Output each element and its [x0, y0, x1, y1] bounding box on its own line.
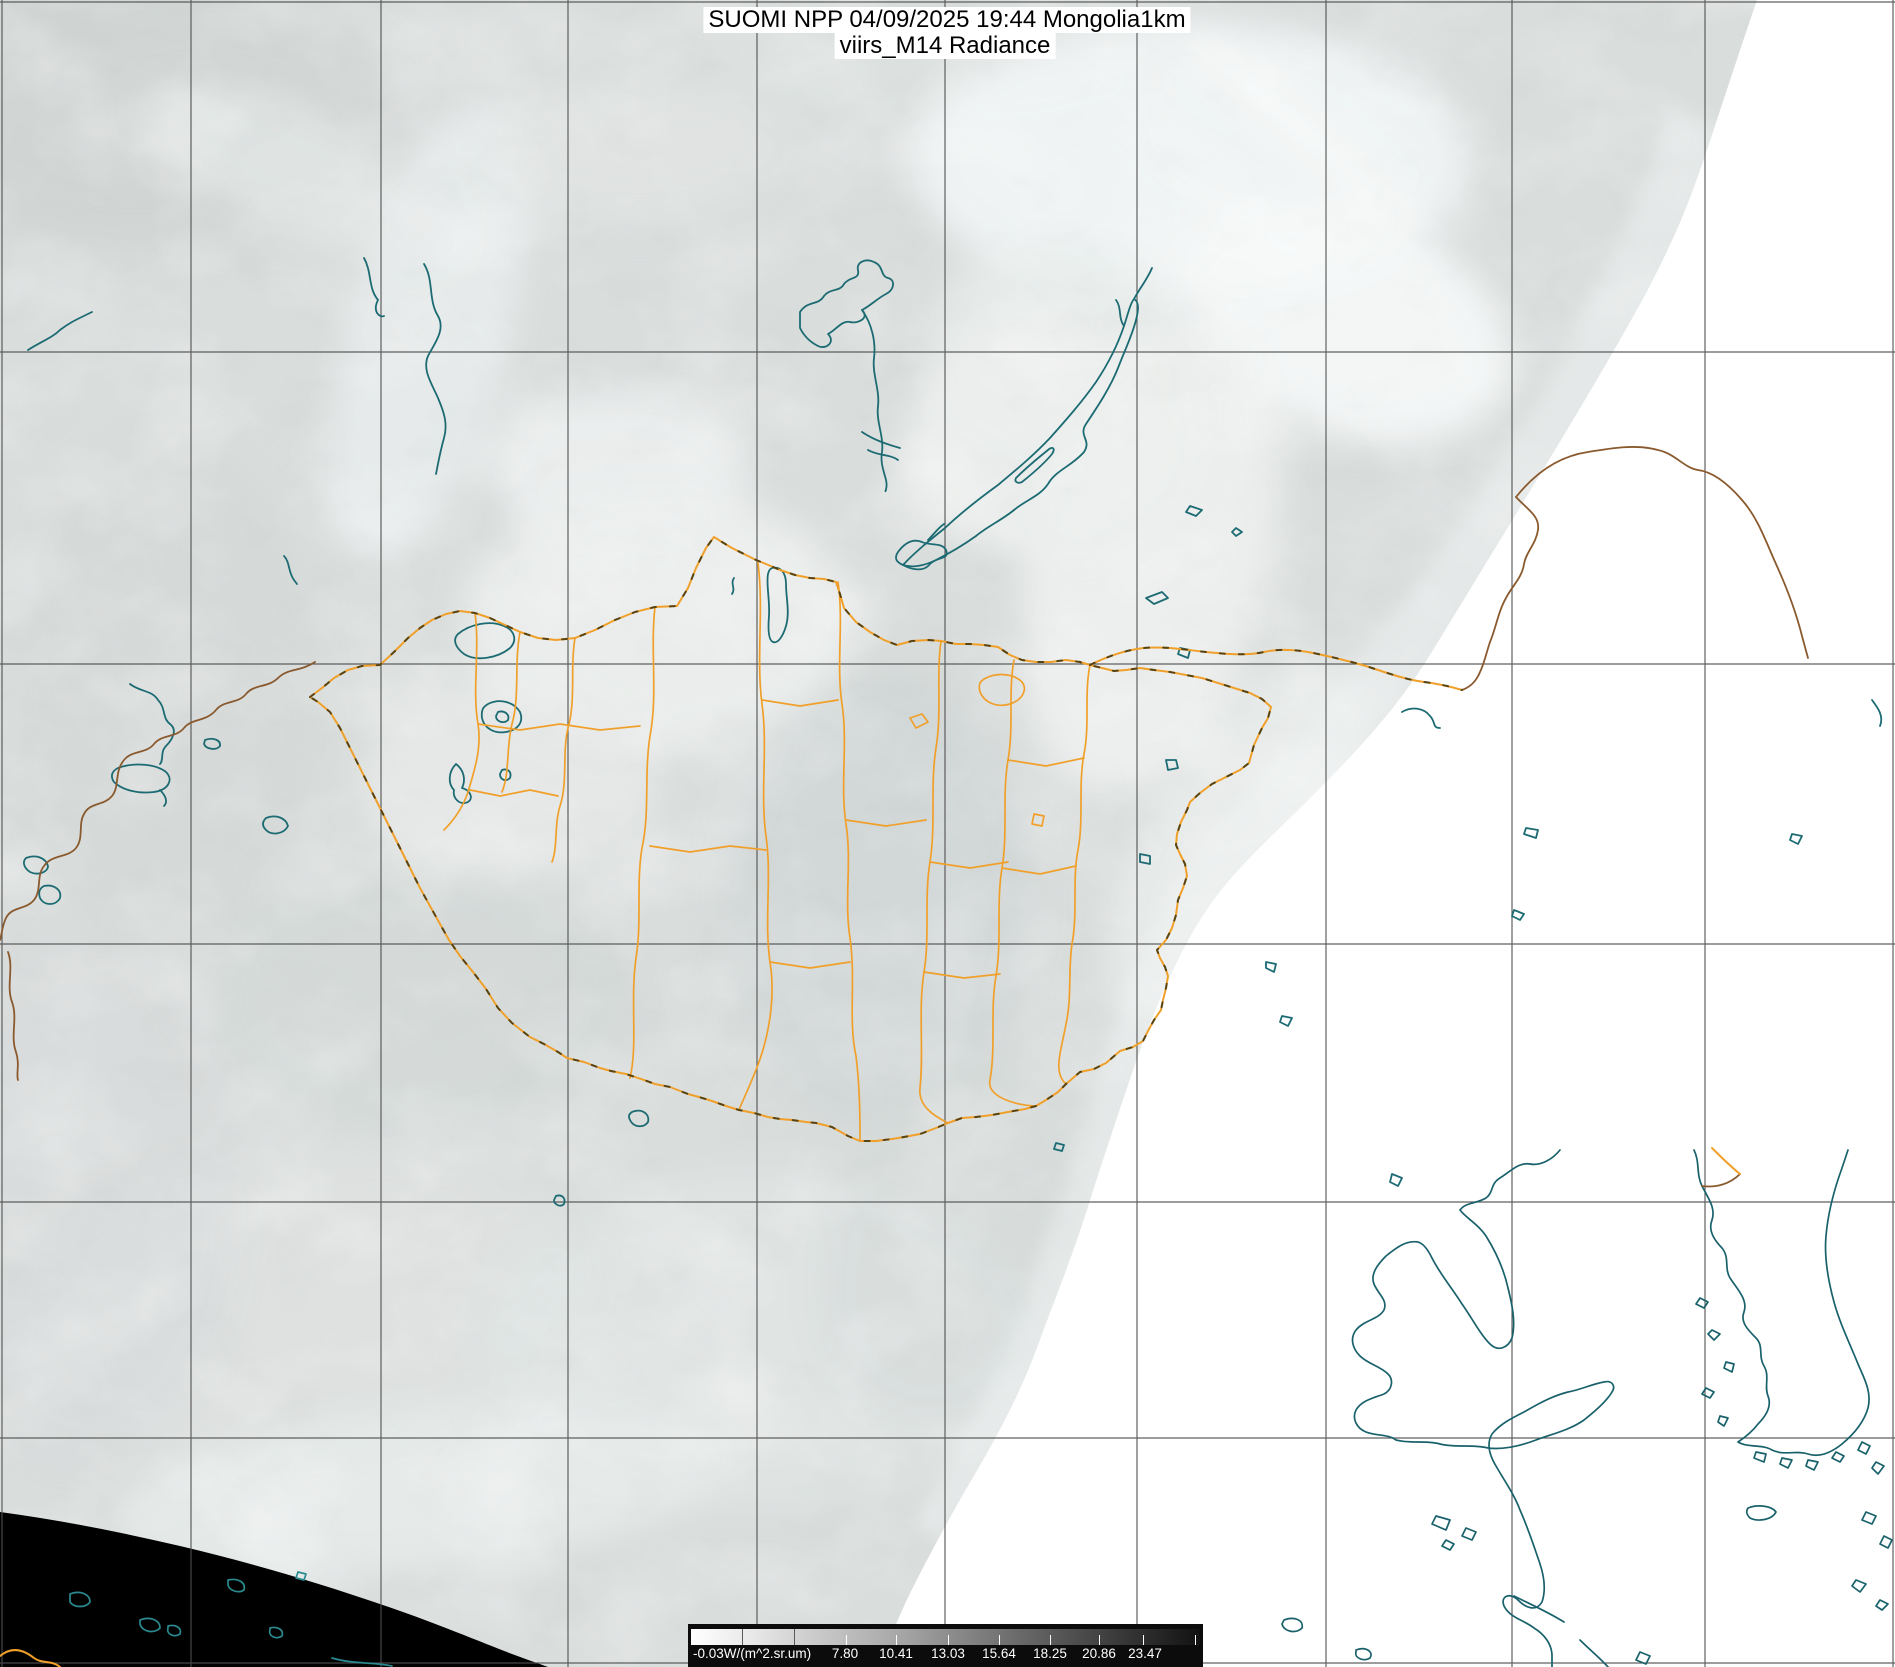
colorbar-unit-label: -0.03W/(m^2.sr.um): [693, 1646, 812, 1661]
colorbar: -0.03W/(m^2.sr.um) 7.80 10.41 13.03 15.6…: [688, 1624, 1203, 1667]
colorbar-tick: [948, 1635, 949, 1645]
colorbar-tick: [896, 1635, 897, 1645]
colorbar-tick: [1195, 1635, 1196, 1645]
colorbar-tick-label: 20.86: [1082, 1646, 1116, 1661]
colorbar-tick-label: 13.03: [931, 1646, 965, 1661]
colorbar-tick: [794, 1629, 795, 1645]
southwest-corner-border: [0, 1649, 61, 1667]
water-features: [23, 257, 1883, 1207]
korea-coast: [1693, 1149, 1870, 1457]
jeju-island: [1745, 1505, 1777, 1521]
river-northwest: [27, 311, 93, 351]
colorbar-gradient: [691, 1629, 1200, 1645]
orange-borders: [0, 536, 1741, 1667]
title-line-2: viirs_M14 Radiance: [834, 33, 1056, 59]
yalu-border: [1711, 1147, 1741, 1175]
china-coast: [1351, 1149, 1615, 1667]
night-region-lakes: [69, 1571, 393, 1667]
colorbar-tick: [1099, 1635, 1100, 1645]
amur-river-border: [1515, 446, 1809, 659]
colorbar-tick-label: 18.25: [1033, 1646, 1067, 1661]
province-borders: [443, 562, 1091, 1142]
colorbar-tick: [999, 1635, 1000, 1645]
colorbar-tick-label: 23.47: [1128, 1646, 1162, 1661]
colorbar-tick-label: 10.41: [879, 1646, 913, 1661]
olkhon-island: [1014, 447, 1055, 484]
kazakh-china-border: [0, 661, 316, 941]
title-line-1: SUOMI NPP 04/09/2025 19:44 Mongolia1km: [703, 7, 1191, 33]
colorbar-tick: [742, 1629, 743, 1645]
colorbar-tick: [846, 1635, 847, 1645]
night-region: [0, 1512, 548, 1667]
selenga-delta: [895, 539, 948, 571]
colorbar-tick-label: 15.64: [982, 1646, 1016, 1661]
colorbar-tick: [1050, 1635, 1051, 1645]
lake-zaysan: [111, 763, 171, 794]
bratsk-reservoir: [799, 259, 894, 348]
brown-boundaries: [0, 446, 1809, 1188]
colorbar-tick: [1143, 1635, 1144, 1645]
argun-river-border: [1461, 496, 1540, 691]
colorbar-tick-label: 7.80: [831, 1646, 859, 1661]
lake-khovsgol: [766, 566, 789, 644]
angara-river: [861, 309, 888, 493]
lake-baikal: [902, 298, 1139, 568]
lake-uvs: [454, 622, 516, 660]
